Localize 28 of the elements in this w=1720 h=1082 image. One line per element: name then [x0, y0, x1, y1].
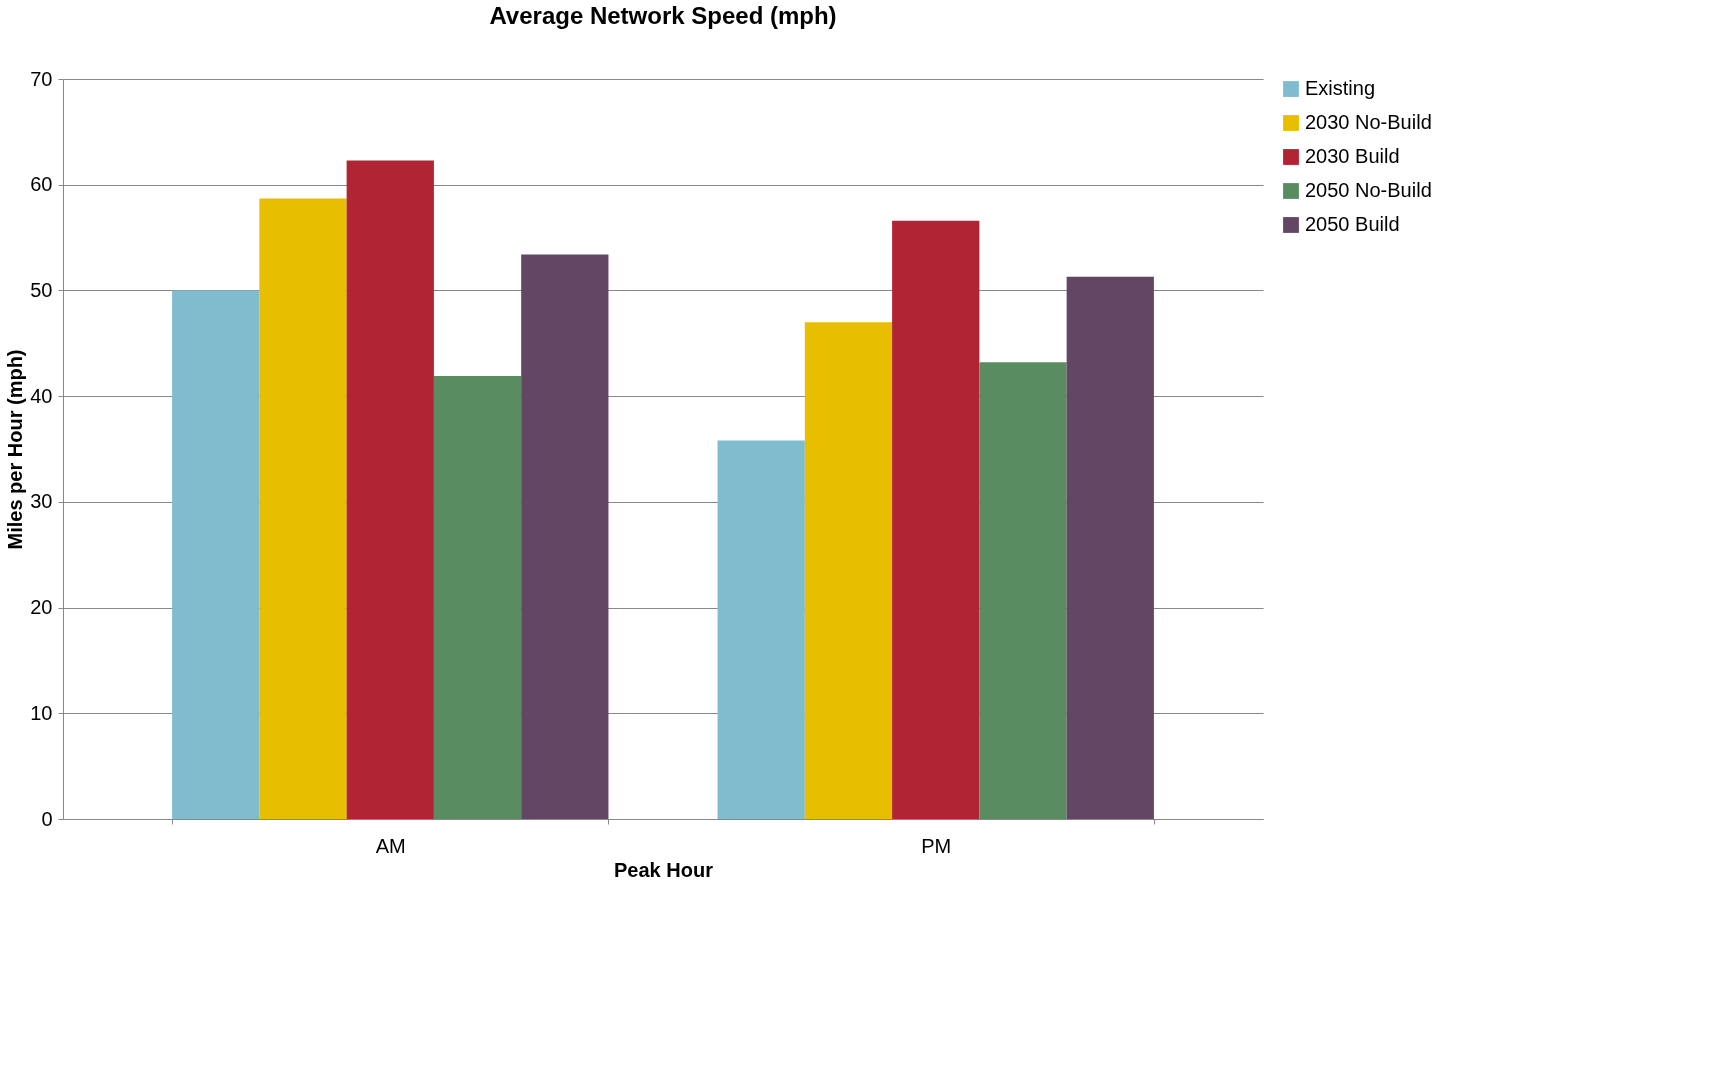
legend-label: Existing [1305, 77, 1376, 99]
legend-label: 2050 Build [1305, 213, 1400, 235]
bar [804, 322, 893, 819]
bar [259, 198, 347, 819]
chart-title: Average Network Speed (mph) [489, 2, 837, 29]
y-tick-label: 40 [30, 384, 53, 407]
y-tick-label: 0 [41, 807, 53, 830]
bar [346, 160, 434, 819]
y-tick-label: 60 [30, 173, 53, 196]
y-tick-label: 70 [30, 67, 53, 90]
legend-label: 2050 No-Build [1305, 179, 1432, 201]
bar [1066, 276, 1154, 819]
x-axis-title: Peak Hour [614, 858, 714, 881]
x-tick-label: PM [921, 834, 952, 857]
x-tick-label: AM [375, 834, 406, 857]
bar [892, 220, 980, 819]
bar [717, 440, 805, 819]
bar [979, 362, 1067, 819]
y-tick-label: 30 [30, 490, 53, 513]
y-axis-title: Miles per Hour (mph) [4, 349, 27, 550]
bar [172, 290, 260, 819]
bar [521, 254, 609, 819]
legend-label: 2030 No-Build [1305, 111, 1432, 133]
y-tick-label: 20 [30, 596, 53, 619]
legend-label: 2030 Build [1305, 145, 1400, 167]
y-tick-label: 50 [30, 278, 53, 301]
bar [433, 376, 522, 819]
y-tick-label: 10 [30, 701, 53, 724]
